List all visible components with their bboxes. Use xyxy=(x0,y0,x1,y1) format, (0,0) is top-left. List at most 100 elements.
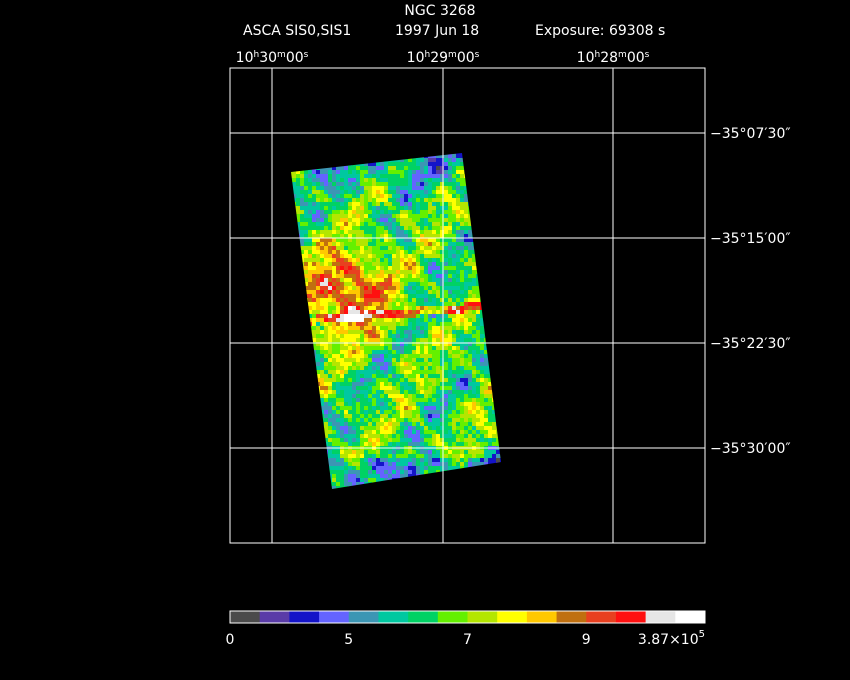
pixel xyxy=(440,170,444,174)
pixel xyxy=(348,170,352,174)
pixel xyxy=(396,318,400,322)
pixel xyxy=(428,386,432,390)
pixel xyxy=(380,294,384,298)
ra-label-part: s xyxy=(304,50,309,60)
pixel xyxy=(400,442,404,446)
pixel xyxy=(364,282,368,286)
pixel xyxy=(380,390,384,394)
pixel xyxy=(412,274,416,278)
pixel xyxy=(428,230,432,234)
pixel xyxy=(400,262,404,266)
pixel xyxy=(336,434,340,438)
pixel xyxy=(312,258,316,262)
pixel xyxy=(456,178,460,182)
pixel xyxy=(404,474,408,478)
pixel xyxy=(460,466,464,470)
pixel xyxy=(364,346,368,350)
pixel xyxy=(436,178,440,182)
pixel xyxy=(416,338,420,342)
pixel xyxy=(436,334,440,338)
pixel xyxy=(360,202,364,206)
pixel xyxy=(384,454,388,458)
pixel xyxy=(452,354,456,358)
pixel xyxy=(376,454,380,458)
pixel xyxy=(372,374,376,378)
pixel xyxy=(380,242,384,246)
pixel xyxy=(424,374,428,378)
pixel xyxy=(472,318,476,322)
pixel xyxy=(356,394,360,398)
pixel xyxy=(428,234,432,238)
pixel xyxy=(484,350,488,354)
pixel xyxy=(356,406,360,410)
pixel xyxy=(452,330,456,334)
pixel xyxy=(320,354,324,358)
pixel xyxy=(296,182,300,186)
pixel xyxy=(356,218,360,222)
pixel xyxy=(432,470,436,474)
pixel xyxy=(412,374,416,378)
pixel xyxy=(472,398,476,402)
pixel xyxy=(424,182,428,186)
pixel xyxy=(424,398,428,402)
pixel xyxy=(304,258,308,262)
pixel xyxy=(328,334,332,338)
pixel xyxy=(336,478,340,482)
pixel xyxy=(432,242,436,246)
pixel xyxy=(448,270,452,274)
pixel xyxy=(456,454,460,458)
pixel xyxy=(364,198,368,202)
pixel xyxy=(412,366,416,370)
pixel xyxy=(364,422,368,426)
pixel xyxy=(364,174,368,178)
pixel xyxy=(460,153,464,154)
pixel xyxy=(408,238,412,242)
pixel xyxy=(388,274,392,278)
pixel xyxy=(384,386,388,390)
pixel xyxy=(380,186,384,190)
pixel xyxy=(320,346,324,350)
pixel xyxy=(384,290,388,294)
pixel xyxy=(364,302,368,306)
pixel xyxy=(332,198,336,202)
pixel xyxy=(428,198,432,202)
pixel xyxy=(336,474,340,478)
pixel xyxy=(444,194,448,198)
pixel xyxy=(380,478,384,482)
pixel xyxy=(352,338,356,342)
pixel xyxy=(372,274,376,278)
pixel xyxy=(420,434,424,438)
pixel xyxy=(340,422,344,426)
pixel xyxy=(420,174,424,178)
pixel xyxy=(380,414,384,418)
pixel xyxy=(380,194,384,198)
pixel xyxy=(308,306,312,310)
pixel xyxy=(416,462,420,466)
pixel xyxy=(308,266,312,270)
pixel xyxy=(412,166,416,170)
pixel xyxy=(396,310,400,314)
pixel xyxy=(348,318,352,322)
pixel xyxy=(372,278,376,282)
pixel xyxy=(400,458,404,462)
pixel xyxy=(364,210,368,214)
pixel xyxy=(436,274,440,278)
pixel xyxy=(464,430,468,434)
pixel xyxy=(420,414,424,418)
pixel xyxy=(464,250,468,254)
pixel xyxy=(424,218,428,222)
pixel xyxy=(372,418,376,422)
pixel xyxy=(428,470,432,474)
pixel xyxy=(368,438,372,442)
pixel xyxy=(456,350,460,354)
pixel xyxy=(444,226,448,230)
pixel xyxy=(476,430,480,434)
pixel xyxy=(436,230,440,234)
pixel xyxy=(464,394,468,398)
pixel xyxy=(476,326,480,330)
pixel xyxy=(332,470,336,474)
date: 1997 Jun 18 xyxy=(395,23,479,39)
pixel xyxy=(392,430,396,434)
pixel xyxy=(408,334,412,338)
pixel xyxy=(344,334,348,338)
